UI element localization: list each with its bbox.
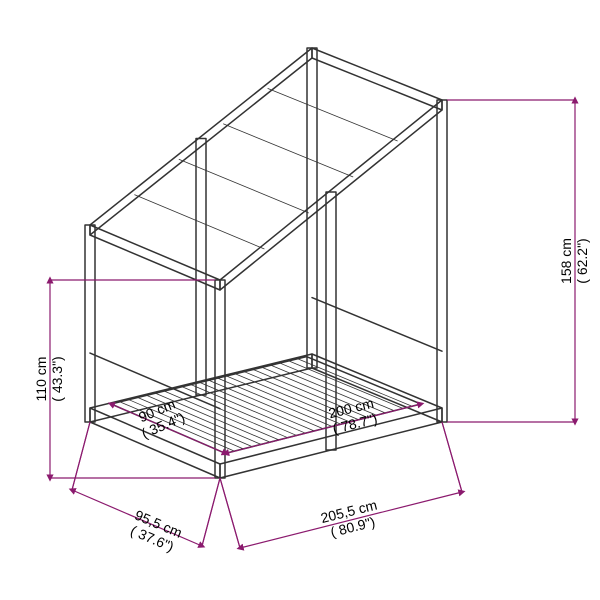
- dim-outer-width: 95,5 cm( 37.6"): [126, 507, 184, 556]
- dim-height-left: 110 cm( 43.3"): [33, 356, 65, 401]
- dim-height-right: 158 cm( 62.2"): [558, 238, 590, 284]
- dim-inner-length: 200 cm( 78.7"): [327, 395, 379, 437]
- svg-text:( 43.3"): ( 43.3"): [49, 356, 65, 401]
- dim-inner-width: 90 cm( 35.4"): [133, 394, 187, 441]
- svg-text:158 cm: 158 cm: [558, 238, 574, 284]
- dim-outer-length: 205,5 cm( 80.9"): [319, 497, 383, 542]
- svg-text:110 cm: 110 cm: [33, 357, 49, 402]
- svg-text:( 62.2"): ( 62.2"): [574, 238, 590, 283]
